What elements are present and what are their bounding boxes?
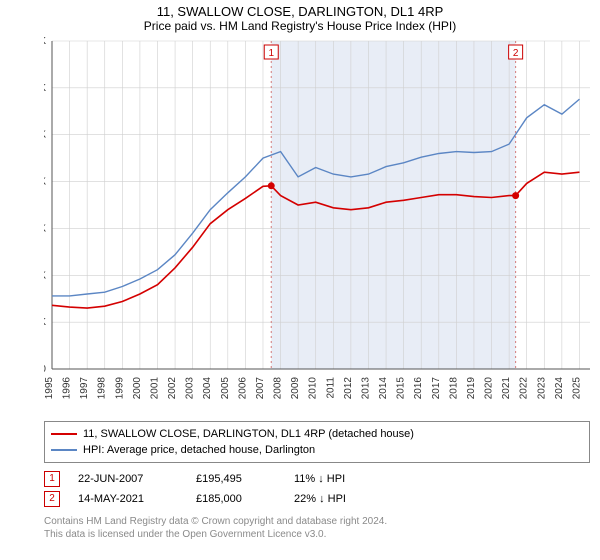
svg-text:2001: 2001 (149, 377, 160, 400)
svg-text:2008: 2008 (273, 377, 284, 400)
svg-text:2022: 2022 (519, 377, 530, 400)
footer-line: This data is licensed under the Open Gov… (44, 528, 590, 541)
legend-label: 11, SWALLOW CLOSE, DARLINGTON, DL1 4RP (… (83, 426, 414, 442)
legend-label: HPI: Average price, detached house, Darl… (83, 442, 315, 458)
svg-text:2: 2 (513, 48, 519, 59)
svg-text:1997: 1997 (79, 377, 90, 400)
svg-text:2012: 2012 (343, 377, 354, 400)
svg-text:£100K: £100K (44, 270, 46, 281)
footer-text: Contains HM Land Registry data © Crown c… (44, 515, 590, 541)
footer-line: Contains HM Land Registry data © Crown c… (44, 515, 590, 528)
svg-text:£50K: £50K (44, 317, 46, 328)
legend-row: HPI: Average price, detached house, Darl… (51, 442, 583, 458)
table-row: 2 14-MAY-2021 £185,000 22% ↓ HPI (44, 489, 590, 509)
svg-text:2009: 2009 (290, 377, 301, 400)
sale-delta: 22% ↓ HPI (294, 489, 346, 509)
svg-text:2015: 2015 (396, 377, 407, 400)
svg-text:1998: 1998 (97, 377, 108, 400)
sale-delta: 11% ↓ HPI (294, 469, 345, 489)
sale-badge: 2 (44, 491, 60, 507)
legend-swatch (51, 433, 77, 435)
svg-text:1995: 1995 (44, 377, 55, 400)
svg-text:2000: 2000 (132, 377, 143, 400)
price-chart: £0 £50K £100K £150K £200K £250K £300K £350K 1995… (44, 35, 594, 415)
svg-text:2025: 2025 (571, 377, 582, 400)
svg-text:2016: 2016 (413, 377, 424, 400)
svg-text:2013: 2013 (360, 377, 371, 400)
svg-text:2021: 2021 (501, 377, 512, 400)
page-title: 11, SWALLOW CLOSE, DARLINGTON, DL1 4RP (0, 4, 600, 19)
sale-date: 22-JUN-2007 (78, 469, 178, 489)
legend: 11, SWALLOW CLOSE, DARLINGTON, DL1 4RP (… (44, 421, 590, 463)
svg-text:2020: 2020 (484, 377, 495, 400)
svg-text:£300K: £300K (44, 83, 46, 94)
svg-text:1999: 1999 (114, 377, 125, 400)
legend-swatch (51, 449, 77, 451)
sale-price: £195,495 (196, 469, 276, 489)
svg-text:2006: 2006 (237, 377, 248, 400)
svg-text:2024: 2024 (554, 377, 565, 400)
svg-text:£0: £0 (44, 364, 46, 375)
svg-text:2002: 2002 (167, 377, 178, 400)
svg-text:2017: 2017 (431, 377, 442, 400)
legend-row: 11, SWALLOW CLOSE, DARLINGTON, DL1 4RP (… (51, 426, 583, 442)
svg-text:2019: 2019 (466, 377, 477, 400)
table-row: 1 22-JUN-2007 £195,495 11% ↓ HPI (44, 469, 590, 489)
svg-text:2023: 2023 (536, 377, 547, 400)
svg-text:2003: 2003 (185, 377, 196, 400)
svg-text:£350K: £350K (44, 36, 46, 47)
svg-text:1: 1 (268, 48, 274, 59)
sale-badge: 1 (44, 471, 60, 487)
svg-text:2007: 2007 (255, 377, 266, 400)
svg-text:2005: 2005 (220, 377, 231, 400)
svg-text:2014: 2014 (378, 377, 389, 400)
svg-text:2011: 2011 (325, 377, 336, 399)
sale-price: £185,000 (196, 489, 276, 509)
svg-text:£150K: £150K (44, 223, 46, 234)
sales-table: 1 22-JUN-2007 £195,495 11% ↓ HPI 2 14-MA… (44, 469, 590, 509)
sale-date: 14-MAY-2021 (78, 489, 178, 509)
svg-text:1996: 1996 (62, 377, 73, 400)
svg-text:2004: 2004 (202, 377, 213, 400)
svg-text:£200K: £200K (44, 177, 46, 188)
page-subtitle: Price paid vs. HM Land Registry's House … (0, 19, 600, 33)
svg-text:£250K: £250K (44, 130, 46, 141)
svg-text:2010: 2010 (308, 377, 319, 400)
svg-text:2018: 2018 (448, 377, 459, 400)
